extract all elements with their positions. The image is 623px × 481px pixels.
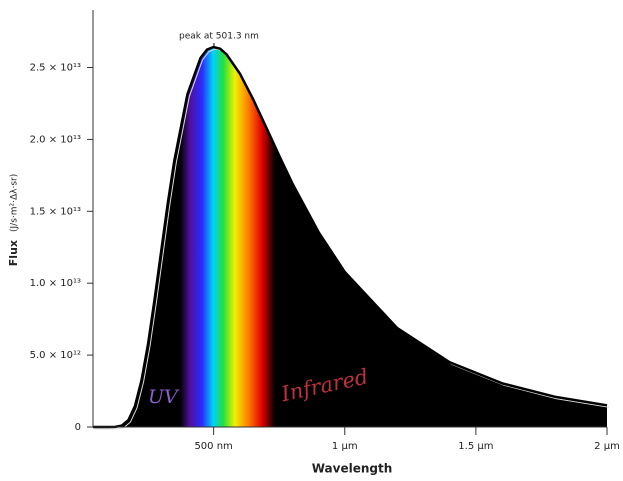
outline bbox=[93, 45, 608, 429]
y-tick-label: 2.5 × 10¹³ bbox=[30, 63, 81, 74]
y-tick-label: 0 bbox=[75, 422, 81, 433]
x-tick-label: 500 nm bbox=[194, 441, 232, 452]
x-tick-label: 1.5 µm bbox=[458, 441, 493, 452]
y-tick-label: 5.0 × 10¹² bbox=[30, 350, 81, 361]
y-axis-label: Flux bbox=[7, 240, 20, 266]
y-tick-label: 1.5 × 10¹³ bbox=[30, 206, 81, 217]
y-axis-unit: (J/s·m²·Δλ·sr) bbox=[10, 174, 20, 232]
x-axis-label: Wavelength bbox=[312, 462, 393, 476]
x-tick-label: 2 µm bbox=[594, 441, 620, 452]
spectrum bbox=[93, 47, 607, 427]
uv-annotation: UV bbox=[148, 386, 180, 408]
peak-annotation: peak at 501.3 nm bbox=[179, 31, 259, 41]
y-tick-label: 2.0 × 10¹³ bbox=[30, 134, 81, 145]
y-tick-label: 1.0 × 10¹³ bbox=[30, 278, 81, 289]
x-tick-label: 1 µm bbox=[332, 441, 358, 452]
